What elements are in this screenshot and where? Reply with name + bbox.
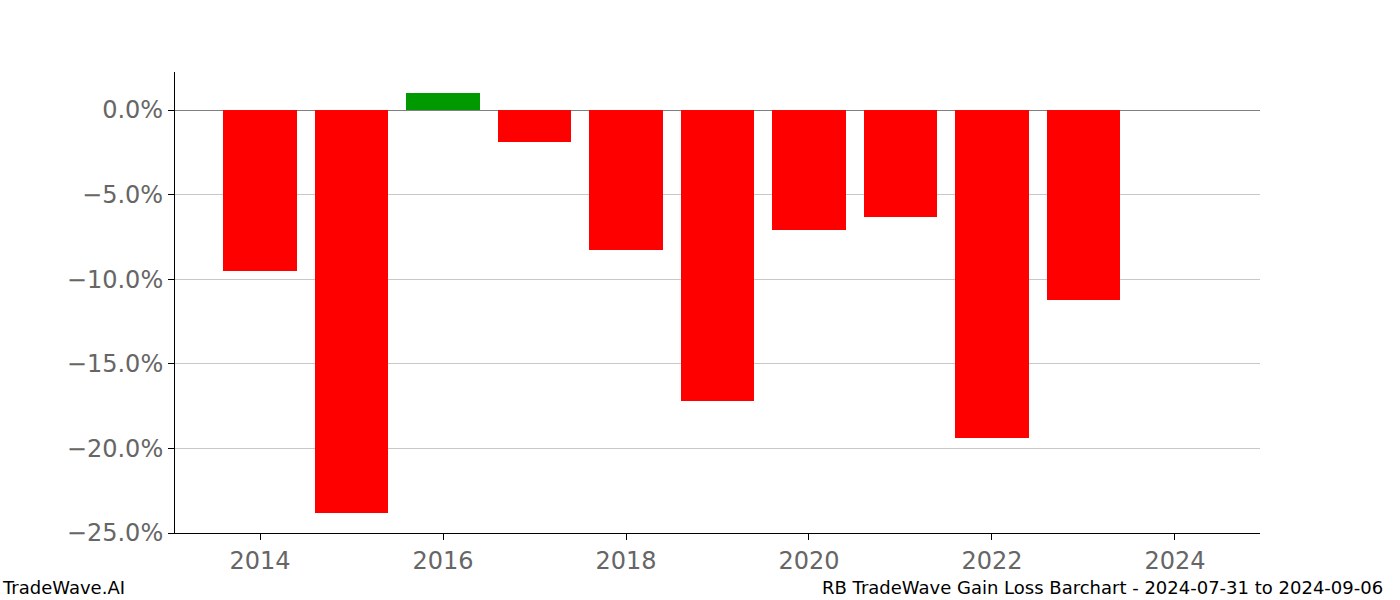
svg-text:2020: 2020: [778, 547, 839, 575]
svg-text:2024: 2024: [1144, 547, 1205, 575]
svg-text:−25.0%: −25.0%: [67, 519, 163, 547]
svg-text:RB TradeWave Gain Loss Barchar: RB TradeWave Gain Loss Barchart - 2024-0…: [822, 577, 1383, 598]
svg-text:2022: 2022: [961, 547, 1022, 575]
svg-text:2016: 2016: [413, 547, 474, 575]
svg-text:2014: 2014: [230, 547, 291, 575]
svg-text:−20.0%: −20.0%: [67, 435, 163, 463]
svg-text:TradeWave.AI: TradeWave.AI: [2, 577, 125, 598]
svg-text:0.0%: 0.0%: [102, 96, 163, 124]
svg-text:−5.0%: −5.0%: [82, 181, 163, 209]
svg-text:−10.0%: −10.0%: [67, 266, 163, 294]
svg-text:2018: 2018: [595, 547, 656, 575]
svg-text:−15.0%: −15.0%: [67, 350, 163, 378]
